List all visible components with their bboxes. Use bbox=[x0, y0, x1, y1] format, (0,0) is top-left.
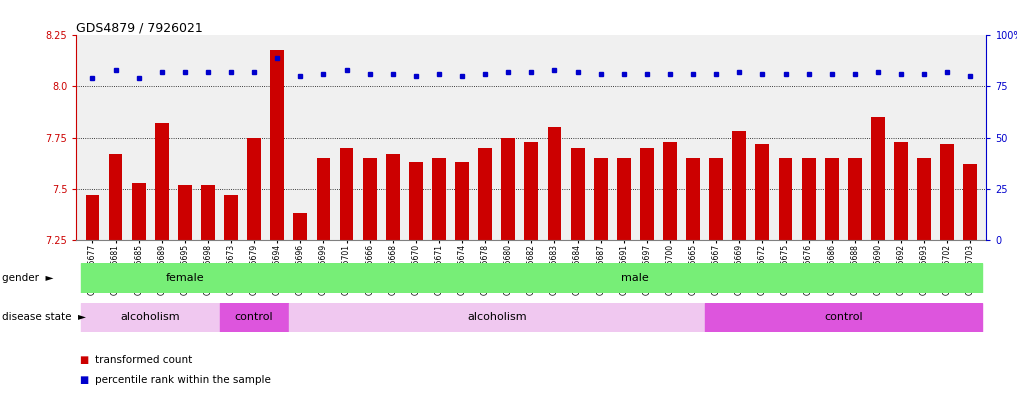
Bar bbox=[178, 185, 192, 240]
Text: control: control bbox=[235, 312, 274, 322]
Bar bbox=[894, 141, 908, 240]
Bar bbox=[220, 303, 289, 332]
Bar bbox=[941, 144, 954, 240]
Bar bbox=[732, 131, 746, 240]
Text: transformed count: transformed count bbox=[95, 354, 192, 365]
Bar bbox=[340, 148, 354, 240]
Bar bbox=[385, 154, 400, 240]
Text: alcoholism: alcoholism bbox=[120, 312, 180, 322]
Text: alcoholism: alcoholism bbox=[467, 312, 527, 322]
Bar bbox=[409, 162, 423, 240]
Bar bbox=[478, 148, 492, 240]
Bar bbox=[294, 213, 307, 240]
Bar bbox=[756, 144, 769, 240]
Text: GDS4879 / 7926021: GDS4879 / 7926021 bbox=[76, 21, 203, 34]
Bar bbox=[825, 158, 839, 240]
Bar bbox=[316, 158, 331, 240]
Bar bbox=[617, 158, 631, 240]
Bar bbox=[501, 138, 516, 240]
Text: gender  ►: gender ► bbox=[2, 273, 54, 283]
Text: percentile rank within the sample: percentile rank within the sample bbox=[95, 375, 271, 386]
Bar bbox=[85, 195, 100, 240]
Bar bbox=[201, 185, 215, 240]
Bar bbox=[917, 158, 931, 240]
Bar bbox=[132, 182, 145, 240]
Bar bbox=[81, 263, 289, 293]
Bar bbox=[963, 164, 977, 240]
Text: male: male bbox=[621, 273, 649, 283]
Bar bbox=[289, 263, 981, 293]
Bar bbox=[363, 158, 376, 240]
Text: female: female bbox=[166, 273, 204, 283]
Bar bbox=[155, 123, 169, 240]
Bar bbox=[224, 195, 238, 240]
Bar bbox=[247, 138, 261, 240]
Bar bbox=[686, 158, 700, 240]
Bar bbox=[525, 141, 538, 240]
Bar bbox=[709, 158, 723, 240]
Bar bbox=[594, 158, 607, 240]
Bar bbox=[663, 141, 677, 240]
Text: ■: ■ bbox=[79, 354, 88, 365]
Bar bbox=[705, 303, 981, 332]
Bar bbox=[871, 117, 885, 240]
Bar bbox=[81, 303, 220, 332]
Bar bbox=[456, 162, 469, 240]
Text: ■: ■ bbox=[79, 375, 88, 386]
Bar bbox=[801, 158, 816, 240]
Bar bbox=[271, 50, 284, 240]
Bar bbox=[109, 154, 122, 240]
Bar bbox=[848, 158, 861, 240]
Bar bbox=[547, 127, 561, 240]
Bar bbox=[640, 148, 654, 240]
Text: disease state  ►: disease state ► bbox=[2, 312, 86, 322]
Bar bbox=[432, 158, 445, 240]
Bar bbox=[779, 158, 792, 240]
Text: control: control bbox=[824, 312, 862, 322]
Bar bbox=[289, 303, 705, 332]
Bar bbox=[571, 148, 585, 240]
